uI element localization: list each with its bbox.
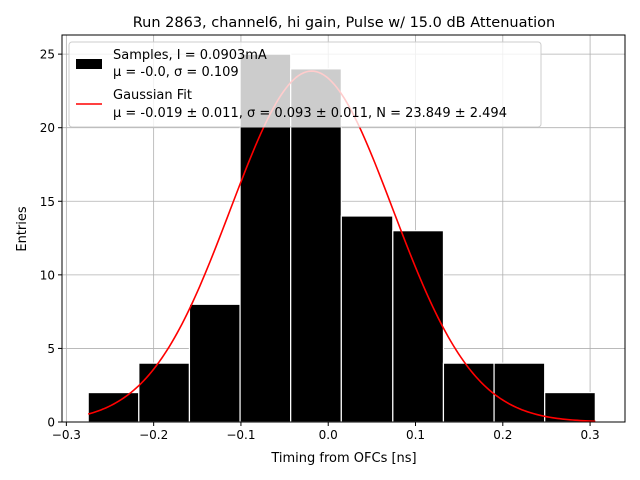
x-tick-label: 0.0 [319, 428, 338, 442]
histogram-bar [290, 68, 342, 423]
plot-frame [61, 34, 626, 423]
legend-samples-line1: Samples, I = 0.0903mA [113, 48, 267, 63]
x-axis-ticks: −0.3 −0.2 −0.1 0.0 0.1 0.2 0.3 [52, 422, 600, 442]
x-axis-label: Timing from OFCs [ns] [270, 451, 416, 466]
y-tick-label: 10 [40, 268, 55, 282]
histogram-bar [442, 362, 495, 423]
chart-title: Run 2863, channel6, hi gain, Pulse w/ 15… [133, 15, 556, 31]
histogram-bar [138, 362, 191, 423]
y-axis-label: Entries [15, 206, 30, 252]
x-tick-label: 0.3 [581, 428, 600, 442]
x-tick-label: −0.1 [226, 428, 255, 442]
legend-samples-line2: μ = -0.0, σ = 0.109 [113, 65, 239, 80]
legend-swatch-samples [76, 59, 102, 69]
legend-fit-line1: Gaussian Fit [113, 88, 192, 103]
legend-fit-line2: μ = -0.019 ± 0.011, σ = 0.093 ± 0.011, N… [113, 106, 507, 121]
histogram-bar [340, 215, 394, 423]
x-tick-label: 0.2 [493, 428, 512, 442]
x-tick-label: 0.1 [406, 428, 425, 442]
y-tick-label: 15 [40, 195, 55, 209]
x-tick-label: −0.3 [52, 428, 81, 442]
y-axis-ticks: 0 5 10 15 20 25 [40, 48, 62, 430]
y-tick-label: 20 [40, 121, 55, 135]
legend: Samples, I = 0.0903mA μ = -0.0, σ = 0.10… [68, 41, 542, 128]
legend-box [68, 41, 542, 128]
y-tick-label: 5 [47, 342, 55, 356]
y-tick-label: 0 [47, 416, 55, 430]
histogram-bar [87, 391, 140, 423]
y-tick-label: 25 [40, 48, 55, 62]
histogram-bar [392, 230, 445, 423]
x-tick-label: −0.2 [139, 428, 168, 442]
histogram-bar [493, 362, 546, 423]
histogram-bar [188, 303, 241, 423]
